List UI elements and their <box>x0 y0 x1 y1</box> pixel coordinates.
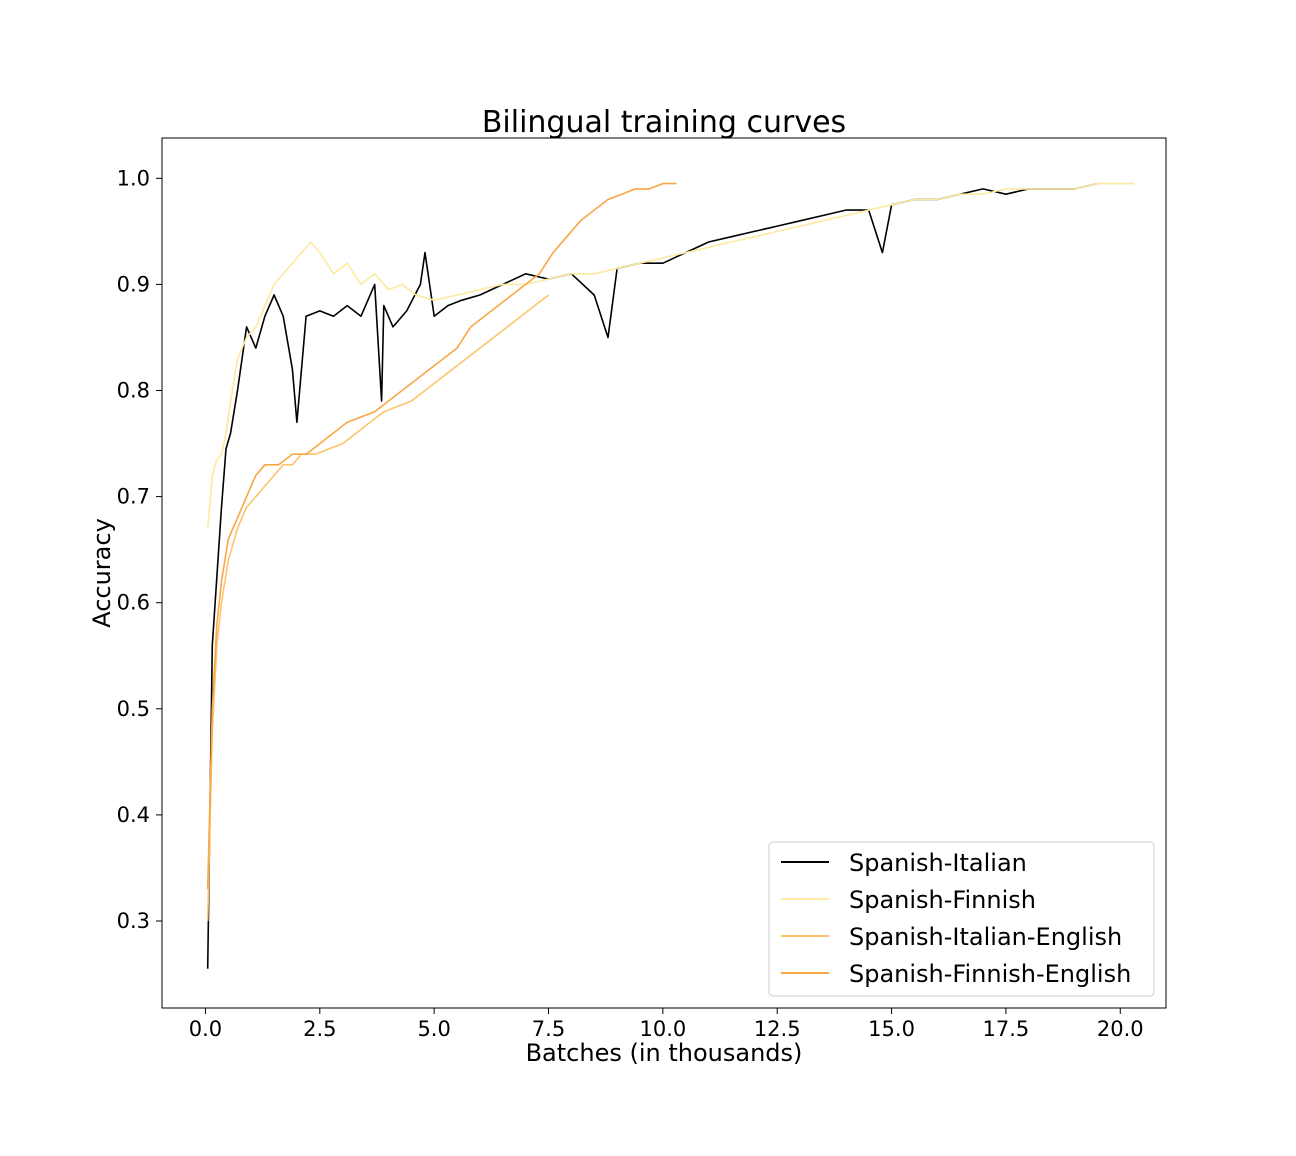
legend-box <box>768 841 1155 997</box>
y-tick-label: 0.7 <box>117 485 150 509</box>
y-tick-label: 0.8 <box>117 379 150 403</box>
series-line-0 <box>206 182 1098 969</box>
x-tick-label: 7.5 <box>532 1017 565 1041</box>
legend: Spanish-Italian Spanish-Finnish Spanish-It… <box>768 841 1155 997</box>
x-tick-label: 12.5 <box>754 1017 801 1041</box>
y-tick-label: 0.6 <box>117 591 150 615</box>
y-tick-label: 1.0 <box>117 166 150 190</box>
x-tick-label: 15.0 <box>868 1017 915 1041</box>
legend-label: Spanish-Finnish-English <box>849 960 1131 988</box>
y-axis-label: Accuracy <box>88 518 116 628</box>
plot-frame <box>161 137 1167 1009</box>
x-tick-label: 10.0 <box>639 1017 686 1041</box>
x-axis-label: Batches (in thousands) <box>526 1039 803 1067</box>
legend-label: Spanish-Italian <box>849 849 1027 877</box>
x-tick-label: 20.0 <box>1097 1017 1144 1041</box>
y-axis: 0.3 0.4 0.5 0.6 0.7 0.8 0.9 1.0 <box>117 166 162 933</box>
x-tick-label: 5.0 <box>417 1017 450 1041</box>
y-tick-label: 0.5 <box>117 697 150 721</box>
chart-title: Bilingual training curves <box>482 105 846 140</box>
plot-series <box>206 182 1134 969</box>
legend-label: Spanish-Italian-English <box>849 923 1122 951</box>
series-line-1 <box>206 182 1134 529</box>
series-line-3 <box>206 182 677 890</box>
y-tick-label: 0.4 <box>117 803 150 827</box>
x-axis: 0.0 2.5 5.0 7.5 10.0 12.5 15.0 17.5 20.0 <box>189 1008 1144 1041</box>
x-tick-label: 17.5 <box>983 1017 1030 1041</box>
y-tick-label: 0.3 <box>117 909 150 933</box>
series-line-2 <box>206 294 549 922</box>
legend-label: Spanish-Finnish <box>849 886 1036 914</box>
x-tick-label: 2.5 <box>303 1017 336 1041</box>
y-tick-label: 0.9 <box>117 272 150 296</box>
x-tick-label: 0.0 <box>189 1017 222 1041</box>
